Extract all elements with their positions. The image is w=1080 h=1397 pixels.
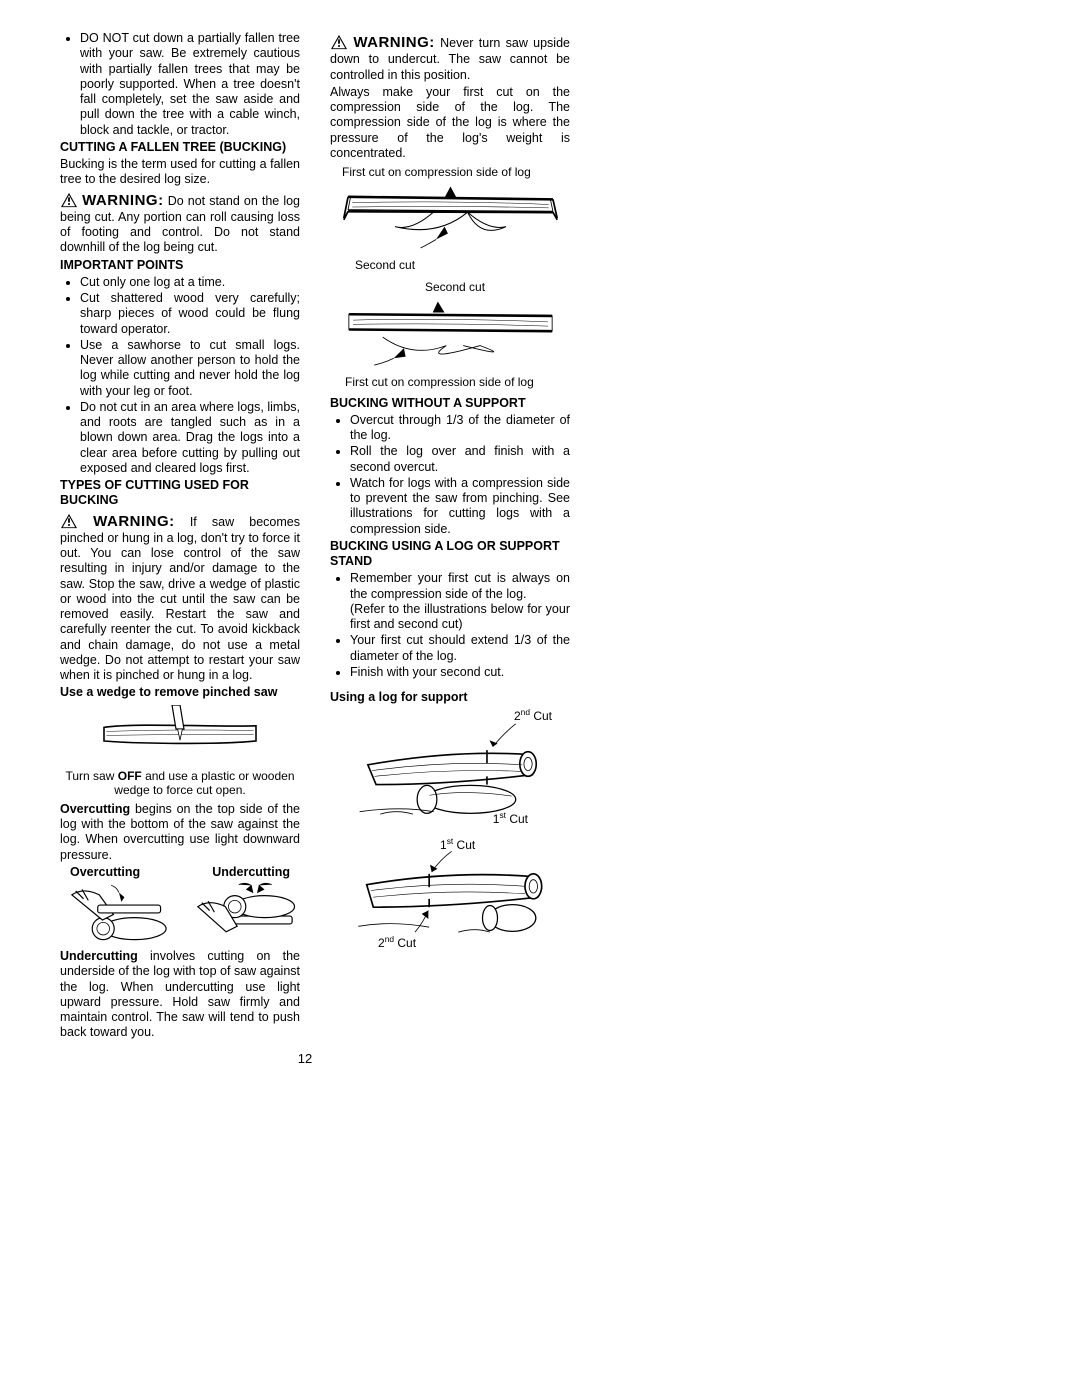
wedge-caption: Use a wedge to remove pinched saw [60,685,300,700]
label-2nd-cut: 2nd Cut [514,707,552,724]
cap-second-2: Second cut [425,280,570,295]
compression-illus-1 [343,184,558,254]
heading-types-cutting: TYPES OF CUTTING USED FOR BUCKING [60,478,300,509]
overcutting-illustration [60,882,170,947]
warning-label: WARNING: [353,34,435,51]
label-1st-cut-b: 1st Cut [440,836,475,853]
warning-icon [330,34,348,50]
warning-label: WARNING: [93,513,175,530]
warning-icon [60,513,78,529]
list-item: Roll the log over and finish with a seco… [350,444,570,475]
wedge-note: Turn saw OFF and use a plastic or wooden… [60,769,300,798]
warning-text: If saw becomes pinched or hung in a log,… [60,515,300,683]
label-undercutting: Undercutting [212,865,290,880]
bullet-item: DO NOT cut down a partially fallen tree … [80,31,300,138]
undercutting-para: Undercutting involves cutting on the und… [60,949,300,1041]
two-column-layout: DO NOT cut down a partially fallen tree … [50,30,1030,1043]
undercutting-illustration [190,882,300,947]
overcutting-para: Overcutting begins on the top side of th… [60,802,300,863]
label-1st-cut: 1st Cut [493,810,528,827]
list-item: Cut only one log at a time. [80,275,300,290]
undercutting-bold: Undercutting [60,949,138,963]
cap-firstcut-bottom: First cut on compression side of log [345,375,570,390]
text: and use a plastic or wooden wedge to for… [114,769,294,798]
compression-illus-2 [343,299,558,371]
logsupport-list: Remember your first cut is always on the… [330,571,570,680]
wedge-illustration [100,705,260,765]
list-item: Your first cut should extend 1/3 of the … [350,633,570,664]
heading-bucking-nosupport: BUCKING WITHOUT A SUPPORT [330,396,570,411]
left-column: DO NOT cut down a partially fallen tree … [60,30,300,1043]
log-support-caption: Using a log for support [330,690,570,705]
list-item: Overcut through 1/3 of the diameter of t… [350,413,570,444]
log-support-illus-2 [350,838,550,948]
heading-important: IMPORTANT POINTS [60,258,300,273]
heading-cutting-fallen: CUTTING A FALLEN TREE (BUCKING) [60,140,300,155]
nosupport-list: Overcut through 1/3 of the diameter of t… [330,413,570,537]
text: Turn saw [65,769,117,783]
cap-firstcut-top: First cut on compression side of log [342,165,570,180]
log-illus-1-wrap: 2nd Cut [330,709,570,824]
label-overcutting: Overcutting [70,865,140,880]
important-list: Cut only one log at a time. Cut shattere… [60,275,300,476]
log-illus-2-wrap: 1st Cut [330,838,570,948]
warning-block-right: WARNING: Never turn saw upside down to u… [330,34,570,83]
list-item: Cut shattered wood very carefully; sharp… [80,291,300,337]
bucking-intro: Bucking is the term used for cutting a f… [60,157,300,188]
right-column: WARNING: Never turn saw upside down to u… [330,30,570,1043]
warning-block: WARNING: Do not stand on the log being c… [60,192,300,256]
intro-bullet: DO NOT cut down a partially fallen tree … [60,31,300,138]
list-item: Watch for logs with a compression side t… [350,476,570,537]
list-item: Do not cut in an area where logs, limbs,… [80,400,300,476]
log-support-illus-1 [350,709,550,824]
label-2nd-cut-b: 2nd Cut [378,934,416,951]
list-item: Finish with your second cut. [350,665,570,680]
heading-bucking-logsupport: BUCKING USING A LOG OR SUPPORT STAND [330,539,570,570]
warning-block-2: WARNING: If saw becomes pinched or hung … [60,513,300,684]
warning-label: WARNING: [82,192,164,209]
cut-labels-row: Overcutting Undercutting [60,865,300,882]
page-number: 12 [50,1051,560,1067]
overcutting-bold: Overcutting [60,802,130,816]
cap-second: Second cut [355,258,570,273]
compression-para: Always make your first cut on the compre… [330,85,570,161]
list-item: Use a sawhorse to cut small logs. Never … [80,338,300,399]
off-bold: OFF [118,769,142,783]
cut-illustrations [60,882,300,947]
list-item: Remember your first cut is always on the… [350,571,570,632]
warning-icon [60,192,78,208]
